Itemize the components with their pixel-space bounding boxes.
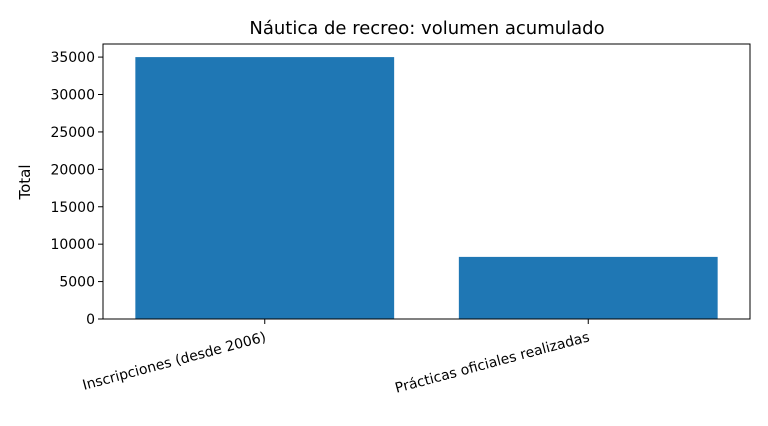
y-tick-label: 15000 [50,200,95,216]
plot-frame [102,43,751,320]
y-tick-label: 35000 [50,50,95,66]
y-tick-label: 10000 [50,237,95,253]
bar [135,57,395,319]
y-tick-label: 20000 [50,162,95,178]
y-tick-label: 5000 [59,275,95,291]
bar [458,256,718,319]
y-tick-label: 25000 [50,125,95,141]
x-tick-label: Inscripciones (desde 2006) [81,329,268,393]
y-axis-label: Total [16,164,34,200]
chart-title: Náutica de recreo: volumen acumulado [249,18,604,39]
y-tick-label: 30000 [50,88,95,104]
y-tick-label: 0 [86,312,95,328]
x-tick-label: Prácticas oficiales realizadas [393,329,591,396]
